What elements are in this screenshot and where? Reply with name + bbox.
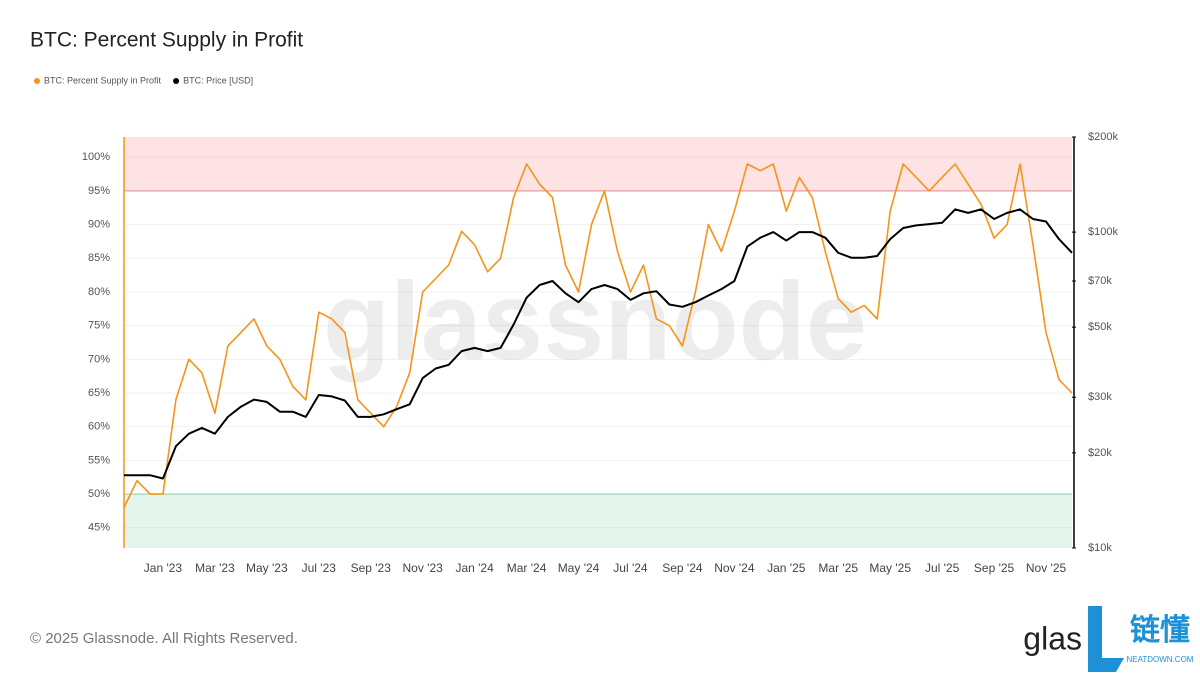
legend-label: BTC: Price [USD] [183, 75, 253, 85]
series-line [124, 208, 1073, 480]
y-tick-label: 90% [88, 218, 110, 230]
x-tick-label: Mar '24 [507, 561, 547, 575]
x-tick-label: Sep '24 [662, 561, 703, 575]
y2-tick-label: $70k [1088, 275, 1112, 287]
x-tick-label: Jul '25 [925, 561, 960, 575]
y-tick-label: 75% [88, 320, 110, 332]
y-tick-label: 50% [88, 488, 110, 500]
x-tick-label: Mar '23 [195, 561, 235, 575]
y-tick-label: 85% [88, 252, 110, 264]
y2-tick-label: $20k [1088, 447, 1112, 459]
x-tick-label: Nov '23 [403, 561, 444, 575]
y-tick-label: 45% [88, 522, 110, 534]
threshold-band [124, 137, 1072, 191]
x-tick-label: May '23 [246, 561, 288, 575]
series-line [123, 163, 1073, 508]
x-tick-label: Nov '25 [1026, 561, 1067, 575]
x-tick-label: Jan '24 [455, 561, 494, 575]
legend-label: BTC: Percent Supply in Profit [44, 75, 162, 85]
x-tick-label: May '25 [869, 561, 911, 575]
legend-marker [173, 78, 180, 84]
watermark: glassnode [323, 260, 867, 383]
y2-tick-label: $30k [1088, 391, 1112, 403]
y-tick-label: 55% [88, 454, 110, 466]
y-tick-label: 95% [88, 185, 110, 197]
logo-cn: 链懂 [1130, 613, 1190, 647]
x-tick-label: Jul '24 [613, 561, 648, 575]
y2-tick-label: $10k [1088, 542, 1112, 554]
logo-site: NEATDOWN.COM [1127, 655, 1194, 664]
legend-marker [34, 78, 40, 84]
y2-tick-label: $50k [1088, 321, 1112, 333]
x-tick-label: Sep '25 [974, 561, 1015, 575]
x-tick-label: May '24 [558, 561, 600, 575]
x-tick-label: Jan '23 [144, 561, 183, 575]
x-tick-label: Jul '23 [302, 561, 337, 575]
x-tick-label: Mar '25 [818, 561, 858, 575]
y-tick-label: 65% [88, 387, 110, 399]
logo-text: glas [1023, 620, 1082, 656]
y-tick-label: 100% [82, 151, 110, 163]
x-tick-label: Nov '24 [714, 561, 755, 575]
y2-tick-label: $200k [1088, 131, 1118, 143]
y-tick-label: 60% [88, 421, 110, 433]
logo-icon [1088, 606, 1124, 672]
y-tick-label: 70% [88, 353, 110, 365]
y-tick-label: 80% [88, 286, 110, 298]
footer: © 2025 Glassnode. All Rights Reserved. [30, 630, 298, 647]
y2-tick-label: $100k [1088, 226, 1118, 238]
x-tick-label: Jan '25 [767, 561, 806, 575]
x-tick-label: Sep '23 [351, 561, 392, 575]
threshold-band [124, 494, 1072, 548]
chart-title: BTC: Percent Supply in Profit [30, 29, 303, 52]
